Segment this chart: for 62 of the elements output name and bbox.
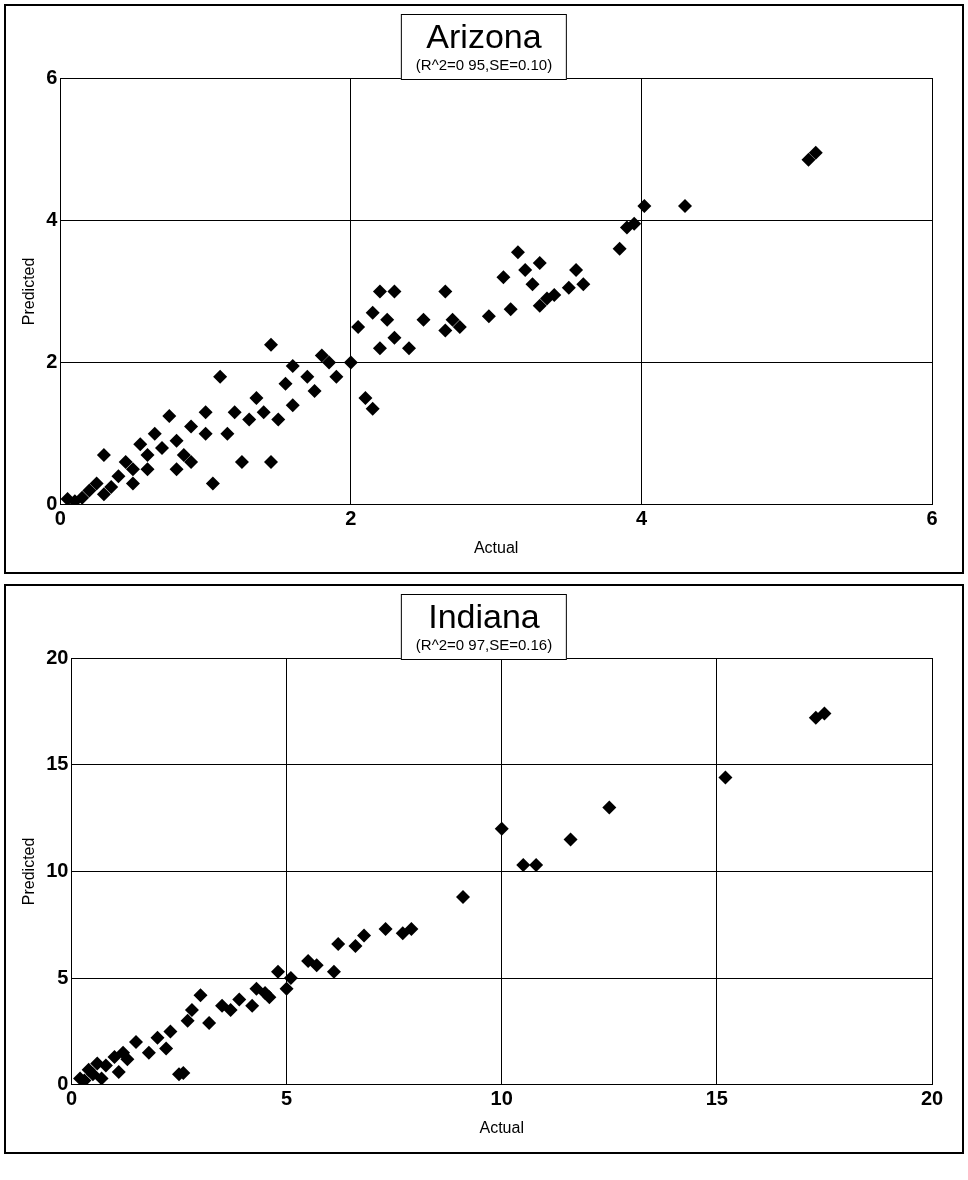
- y-axis-title: Predicted: [20, 837, 38, 906]
- point: [107, 1050, 122, 1065]
- point: [94, 1071, 109, 1085]
- x-tick-label: 10: [490, 1087, 513, 1110]
- x-tick-label: 4: [635, 507, 648, 530]
- point: [90, 1056, 105, 1071]
- point: [215, 998, 230, 1013]
- point: [357, 928, 372, 943]
- x-axis-title: Actual: [473, 538, 519, 556]
- y-axis-title: Predicted: [20, 257, 38, 326]
- y-tick-label: 5: [57, 965, 69, 988]
- point: [180, 1013, 195, 1028]
- point: [529, 858, 544, 872]
- chart-subtitle: (R^2=0 97,SE=0.16): [415, 636, 553, 653]
- point: [395, 926, 410, 941]
- point: [193, 988, 208, 1003]
- y-tick-label: 10: [46, 858, 69, 881]
- point: [249, 981, 264, 996]
- point: [563, 832, 578, 847]
- point: [718, 770, 733, 785]
- x-tick-label: 15: [705, 1087, 728, 1110]
- point: [348, 939, 363, 954]
- y-tick-label: 2: [46, 350, 58, 373]
- point: [378, 922, 393, 937]
- y-tick-label: 15: [46, 752, 69, 775]
- y-tick-label: 4: [46, 207, 59, 230]
- point: [331, 936, 346, 951]
- point: [223, 1003, 238, 1018]
- x-tick-label: 2: [345, 507, 357, 530]
- point: [111, 1065, 126, 1079]
- point: [245, 998, 260, 1013]
- point: [817, 706, 832, 721]
- point: [81, 1062, 96, 1077]
- chart-subtitle: (R^2=0 95,SE=0.10): [415, 56, 553, 73]
- point: [326, 964, 341, 979]
- y-tick-label: 6: [46, 65, 58, 88]
- x-tick-label: 6: [926, 507, 938, 530]
- x-tick-label: 20: [920, 1087, 944, 1110]
- point: [159, 1041, 174, 1056]
- point: [494, 821, 509, 836]
- point: [270, 964, 285, 979]
- point: [163, 1024, 178, 1039]
- point: [808, 710, 823, 725]
- chart-title: Indiana: [427, 597, 541, 636]
- point: [283, 971, 298, 986]
- point: [184, 1003, 199, 1018]
- point: [232, 992, 247, 1007]
- point: [602, 800, 617, 815]
- point: [516, 858, 531, 872]
- x-axis-title: Actual: [479, 1118, 524, 1136]
- y-tick-label: 20: [46, 645, 69, 668]
- chart-title: Arizona: [425, 17, 543, 56]
- point: [301, 954, 316, 969]
- point: [141, 1045, 156, 1060]
- point: [128, 1035, 143, 1050]
- point: [279, 981, 294, 996]
- point: [456, 890, 470, 905]
- point: [150, 1030, 165, 1045]
- x-tick-label: 5: [281, 1087, 293, 1110]
- point: [262, 990, 277, 1005]
- point: [202, 1015, 217, 1030]
- point: [116, 1045, 131, 1060]
